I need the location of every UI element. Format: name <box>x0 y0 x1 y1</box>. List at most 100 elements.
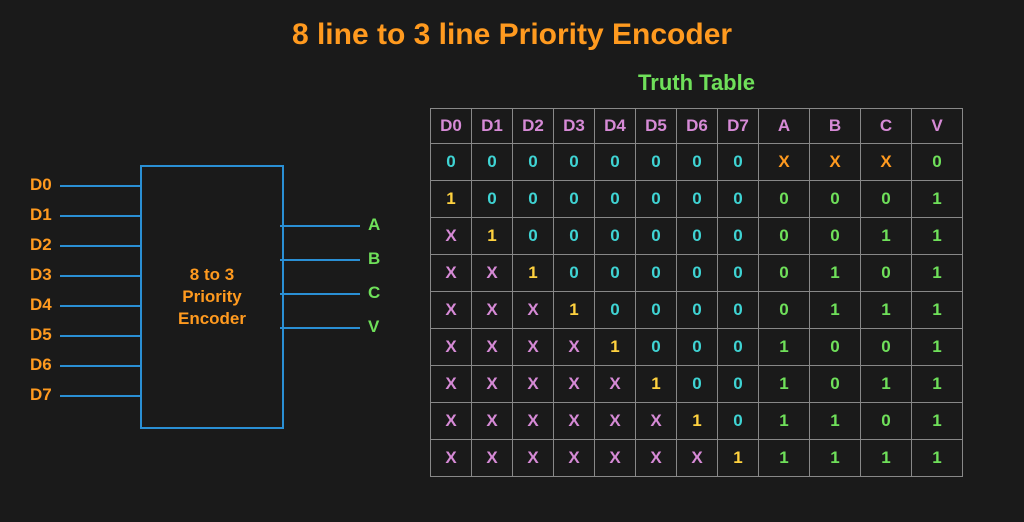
table-header: D4 <box>595 109 636 144</box>
table-header-row: D0D1D2D3D4D5D6D7ABCV <box>431 109 963 144</box>
table-header: D6 <box>677 109 718 144</box>
table-cell: 1 <box>810 403 861 440</box>
table-cell: X <box>431 440 472 477</box>
table-cell: 0 <box>718 218 759 255</box>
input-label: D3 <box>30 265 52 285</box>
input-line <box>60 305 140 307</box>
table-cell: 0 <box>718 292 759 329</box>
table-cell: 0 <box>718 329 759 366</box>
table-cell: 0 <box>718 255 759 292</box>
table-cell: 1 <box>810 440 861 477</box>
output-line <box>280 327 360 329</box>
table-cell: 1 <box>472 218 513 255</box>
table-cell: 0 <box>636 181 677 218</box>
block-label: Encoder <box>142 308 282 330</box>
table-cell: X <box>431 329 472 366</box>
table-cell: 1 <box>810 255 861 292</box>
table-cell: X <box>472 292 513 329</box>
table-cell: 0 <box>595 255 636 292</box>
table-cell: 1 <box>431 181 472 218</box>
table-row: XX1000000101 <box>431 255 963 292</box>
table-header: D2 <box>513 109 554 144</box>
table-cell: X <box>431 403 472 440</box>
encoder-block: 8 to 3PriorityEncoder <box>140 165 284 429</box>
table-header: D5 <box>636 109 677 144</box>
table-cell: 0 <box>595 218 636 255</box>
table-cell: X <box>810 144 861 181</box>
table-cell: 0 <box>513 144 554 181</box>
table-cell: 0 <box>554 144 595 181</box>
table-cell: 0 <box>759 181 810 218</box>
input-label: D6 <box>30 355 52 375</box>
table-cell: 1 <box>718 440 759 477</box>
table-cell: 1 <box>912 329 963 366</box>
table-cell: 0 <box>595 144 636 181</box>
table-cell: X <box>472 255 513 292</box>
table-cell: X <box>861 144 912 181</box>
table-cell: 0 <box>636 255 677 292</box>
output-label: C <box>368 283 380 303</box>
table-cell: X <box>554 366 595 403</box>
block-label: 8 to 3 <box>142 264 282 286</box>
table-cell: 0 <box>810 366 861 403</box>
table-cell: 1 <box>595 329 636 366</box>
table-cell: 0 <box>636 218 677 255</box>
input-label: D4 <box>30 295 52 315</box>
table-cell: 0 <box>636 292 677 329</box>
table-cell: 1 <box>636 366 677 403</box>
table-cell: X <box>759 144 810 181</box>
table-cell: X <box>513 366 554 403</box>
table-cell: X <box>472 366 513 403</box>
truth-table-title: Truth Table <box>430 70 963 96</box>
table-cell: X <box>595 440 636 477</box>
table-cell: X <box>472 329 513 366</box>
table-cell: 0 <box>810 181 861 218</box>
table-cell: 1 <box>861 292 912 329</box>
table-cell: 0 <box>861 329 912 366</box>
table-cell: 0 <box>861 403 912 440</box>
table-cell: 0 <box>472 181 513 218</box>
table-cell: 0 <box>554 255 595 292</box>
table-header: V <box>912 109 963 144</box>
table-cell: X <box>513 329 554 366</box>
table-row: 100000000001 <box>431 181 963 218</box>
table-row: XXXXX1001011 <box>431 366 963 403</box>
table-cell: X <box>513 440 554 477</box>
table-header: D1 <box>472 109 513 144</box>
table-cell: 0 <box>677 329 718 366</box>
table-cell: 0 <box>472 144 513 181</box>
table-header: C <box>861 109 912 144</box>
table-cell: X <box>595 366 636 403</box>
table-cell: X <box>513 292 554 329</box>
output-label: V <box>368 317 379 337</box>
table-cell: X <box>472 440 513 477</box>
table-cell: 1 <box>810 292 861 329</box>
output-line <box>280 225 360 227</box>
table-header: D7 <box>718 109 759 144</box>
table-cell: 0 <box>677 144 718 181</box>
input-label: D7 <box>30 385 52 405</box>
table-cell: 0 <box>759 255 810 292</box>
block-label: Priority <box>142 286 282 308</box>
page-title: 8 line to 3 line Priority Encoder <box>0 18 1024 52</box>
table-cell: 0 <box>636 329 677 366</box>
truth-table-section: Truth Table D0D1D2D3D4D5D6D7ABCV 0000000… <box>430 70 963 477</box>
table-cell: 0 <box>861 255 912 292</box>
table-cell: 1 <box>861 440 912 477</box>
table-cell: X <box>595 403 636 440</box>
table-cell: X <box>431 366 472 403</box>
table-cell: 0 <box>810 218 861 255</box>
output-label: A <box>368 215 380 235</box>
table-cell: 1 <box>912 255 963 292</box>
table-cell: 0 <box>718 366 759 403</box>
table-cell: 0 <box>861 181 912 218</box>
output-label: B <box>368 249 380 269</box>
table-cell: X <box>677 440 718 477</box>
table-cell: 1 <box>912 440 963 477</box>
table-cell: X <box>472 403 513 440</box>
table-cell: 0 <box>677 218 718 255</box>
table-cell: 0 <box>912 144 963 181</box>
table-cell: X <box>636 440 677 477</box>
truth-table: D0D1D2D3D4D5D6D7ABCV 00000000XXX01000000… <box>430 108 963 477</box>
table-cell: 1 <box>912 366 963 403</box>
